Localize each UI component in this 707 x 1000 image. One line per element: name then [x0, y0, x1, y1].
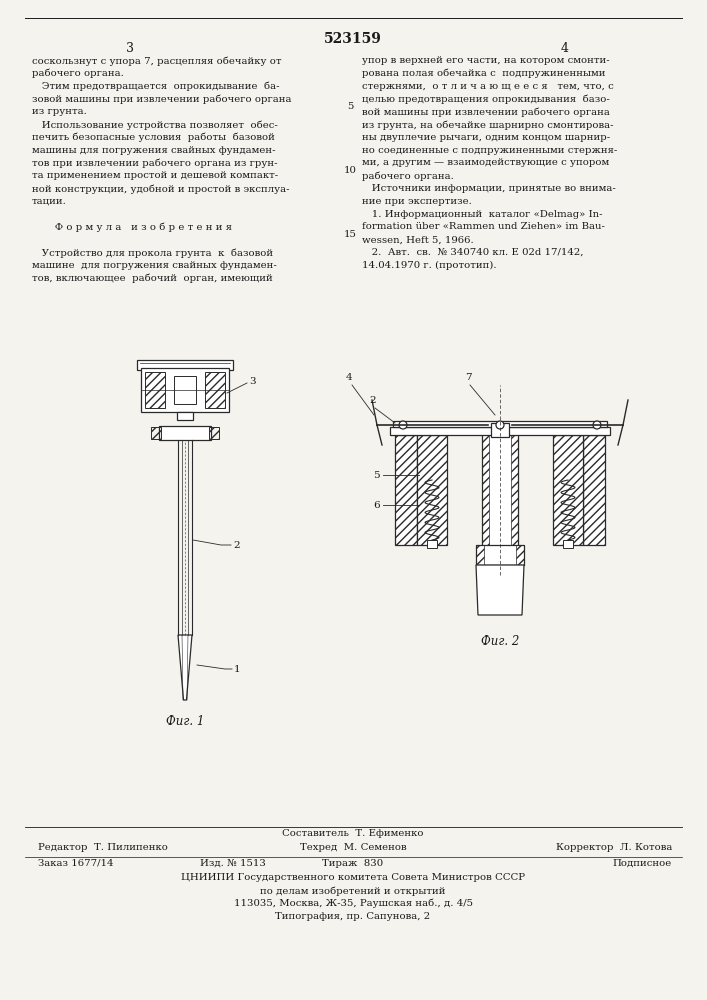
Text: ной конструкции, удобной и простой в эксплуа-: ной конструкции, удобной и простой в экс…	[32, 184, 289, 194]
Circle shape	[399, 421, 407, 429]
Text: вой машины при извлечении рабочего органа: вой машины при извлечении рабочего орган…	[362, 107, 610, 117]
Bar	[476, 545, 484, 565]
Text: 3: 3	[126, 42, 134, 55]
Text: зовой машины при извлечении рабочего органа: зовой машины при извлечении рабочего орг…	[32, 94, 291, 104]
Bar	[482, 430, 489, 550]
Text: Заказ 1677/14: Заказ 1677/14	[38, 859, 114, 868]
Text: Изд. № 1513: Изд. № 1513	[200, 859, 266, 868]
Text: тов при извлечении рабочего органа из грун-: тов при извлечении рабочего органа из гр…	[32, 158, 278, 168]
Text: стержнями,  о т л и ч а ю щ е е с я   тем, что, с: стержнями, о т л и ч а ю щ е е с я тем, …	[362, 82, 614, 91]
Bar	[553, 435, 583, 545]
Text: упор в верхней его части, на котором смонти-: упор в верхней его части, на котором смо…	[362, 56, 609, 65]
Text: formation über «Rammen und Ziehen» im Bau-: formation über «Rammen und Ziehen» im Ba…	[362, 222, 605, 231]
Text: Источники информации, принятые во внима-: Источники информации, принятые во внима-	[362, 184, 616, 193]
Text: Устройство для прокола грунта  к  базовой: Устройство для прокола грунта к базовой	[32, 248, 273, 257]
Text: 523159: 523159	[324, 32, 382, 46]
Text: но соединенные с подпружиненными стержня-: но соединенные с подпружиненными стержня…	[362, 146, 617, 155]
Text: ЦНИИПИ Государственного комитета Совета Министров СССР: ЦНИИПИ Государственного комитета Совета …	[181, 873, 525, 882]
Text: 3: 3	[249, 377, 256, 386]
Bar	[177, 412, 193, 420]
Text: 1. Информационный  каталог «Delmag» In-: 1. Информационный каталог «Delmag» In-	[362, 210, 602, 219]
Bar	[511, 430, 518, 550]
Bar	[390, 427, 610, 435]
Bar	[137, 360, 233, 370]
Bar	[482, 430, 518, 550]
Text: wessen, Heft 5, 1966.: wessen, Heft 5, 1966.	[362, 235, 474, 244]
Text: из грунта, на обечайке шарнирно смонтирова-: из грунта, на обечайке шарнирно смонтиро…	[362, 120, 614, 129]
Polygon shape	[178, 635, 192, 700]
Text: Использование устройства позволяет  обес-: Использование устройства позволяет обес-	[32, 120, 278, 129]
Bar	[151, 427, 161, 439]
Bar	[417, 435, 447, 545]
Bar	[145, 372, 165, 408]
Text: Корректор  Л. Котова: Корректор Л. Котова	[556, 843, 672, 852]
Bar	[583, 435, 605, 545]
Text: 6: 6	[373, 500, 380, 510]
Text: 14.04.1970 г. (прототип).: 14.04.1970 г. (прототип).	[362, 261, 496, 270]
Text: рабочего органа.: рабочего органа.	[362, 171, 454, 181]
Bar	[563, 540, 573, 548]
Bar	[476, 545, 524, 565]
Bar	[395, 435, 417, 545]
Text: 5: 5	[347, 102, 354, 111]
Bar	[205, 372, 225, 408]
Polygon shape	[476, 565, 524, 615]
Text: 4: 4	[346, 373, 352, 382]
Bar	[491, 423, 509, 437]
Text: Тираж  830: Тираж 830	[322, 859, 384, 868]
Bar	[209, 427, 219, 439]
Bar	[427, 540, 437, 548]
Text: Подписное: Подписное	[613, 859, 672, 868]
Text: 5: 5	[373, 471, 380, 480]
Text: 2: 2	[233, 540, 240, 550]
Text: та применением простой и дешевой компакт-: та применением простой и дешевой компакт…	[32, 171, 278, 180]
Text: рована полая обечайка с  подпружиненными: рована полая обечайка с подпружиненными	[362, 69, 605, 78]
Text: тов, включающее  рабочий  орган, имеющий: тов, включающее рабочий орган, имеющий	[32, 274, 273, 283]
Circle shape	[496, 421, 504, 429]
Bar	[141, 368, 229, 412]
Text: целью предотвращения опрокидывания  базо-: целью предотвращения опрокидывания базо-	[362, 94, 609, 104]
Text: ны двуплечие рычаги, одним концом шарнир-: ны двуплечие рычаги, одним концом шарнир…	[362, 133, 610, 142]
Text: рабочего органа.: рабочего органа.	[32, 69, 124, 78]
Text: Фиг. 1: Фиг. 1	[166, 715, 204, 728]
Text: 10: 10	[344, 166, 356, 175]
Text: соскользнут с упора 7, расцепляя обечайку от: соскользнут с упора 7, расцепляя обечайк…	[32, 56, 281, 66]
Bar	[174, 376, 196, 404]
Bar	[516, 545, 524, 565]
Text: Редактор  Т. Пилипенко: Редактор Т. Пилипенко	[38, 843, 168, 852]
Text: Этим предотвращается  опрокидывание  ба-: Этим предотвращается опрокидывание ба-	[32, 82, 279, 91]
Text: тации.: тации.	[32, 197, 67, 206]
Circle shape	[593, 421, 601, 429]
Text: 2: 2	[370, 396, 376, 405]
Text: машины для погружения свайных фундамен-: машины для погружения свайных фундамен-	[32, 146, 276, 155]
Text: 113035, Москва, Ж-35, Раушская наб., д. 4/5: 113035, Москва, Ж-35, Раушская наб., д. …	[233, 899, 472, 908]
Text: 7: 7	[464, 373, 472, 382]
Text: Ф о р м у л а   и з о б р е т е н и я: Ф о р м у л а и з о б р е т е н и я	[32, 222, 232, 232]
Text: Типография, пр. Сапунова, 2: Типография, пр. Сапунова, 2	[276, 912, 431, 921]
Bar	[159, 426, 211, 440]
Bar	[393, 421, 607, 427]
Text: Фиг. 2: Фиг. 2	[481, 635, 519, 648]
Text: Техред  М. Семенов: Техред М. Семенов	[300, 843, 407, 852]
Text: ние при экспертизе.: ние при экспертизе.	[362, 197, 472, 206]
Text: из грунта.: из грунта.	[32, 107, 87, 116]
Text: машине  для погружения свайных фундамен-: машине для погружения свайных фундамен-	[32, 261, 276, 270]
Text: по делам изобретений и открытий: по делам изобретений и открытий	[260, 886, 445, 896]
Text: 2.  Авт.  св.  № 340740 кл. Е 02d 17/142,: 2. Авт. св. № 340740 кл. Е 02d 17/142,	[362, 248, 583, 257]
Text: 15: 15	[344, 230, 356, 239]
Text: печить безопасные условия  работы  базовой: печить безопасные условия работы базовой	[32, 133, 275, 142]
Text: Составитель  Т. Ефименко: Составитель Т. Ефименко	[282, 829, 423, 838]
Text: ми, а другим — взаимодействующие с упором: ми, а другим — взаимодействующие с упоро…	[362, 158, 609, 167]
Text: 4: 4	[561, 42, 569, 55]
Text: 1: 1	[234, 664, 240, 674]
